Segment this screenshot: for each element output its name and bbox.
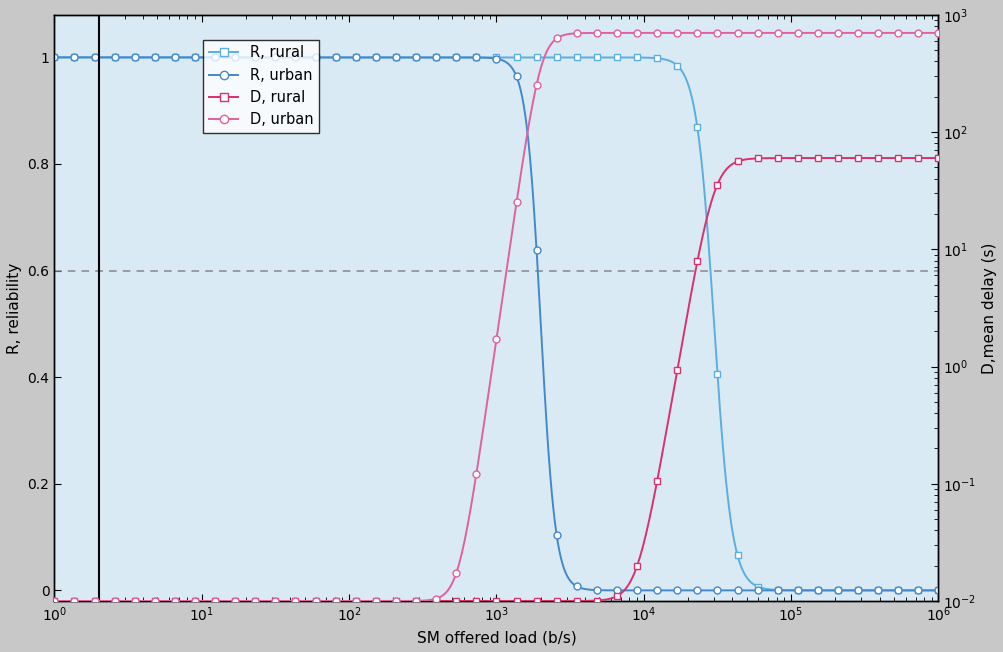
X-axis label: SM offered load (b/s): SM offered load (b/s): [416, 630, 576, 645]
Y-axis label: D,mean delay (s): D,mean delay (s): [981, 242, 996, 374]
Legend: R, rural, R, urban, D, rural, D, urban: R, rural, R, urban, D, rural, D, urban: [203, 40, 319, 133]
Y-axis label: R, reliability: R, reliability: [7, 262, 22, 353]
